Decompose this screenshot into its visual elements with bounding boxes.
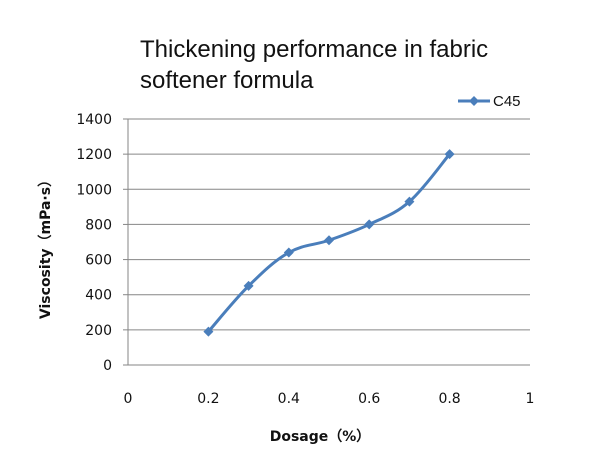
x-tick-label: 0.8 (438, 391, 460, 407)
y-tick-label: 200 (85, 323, 112, 339)
data-point-1 (243, 280, 254, 291)
data-point-3 (324, 235, 334, 246)
x-tick-label: 1 (526, 391, 535, 407)
y-tick-label: 1400 (76, 112, 112, 128)
chart-title-line-1: Thickening performance in fabric (140, 36, 488, 63)
data-point-4 (364, 219, 375, 230)
y-tick-label: 0 (103, 358, 112, 374)
y-axis-title: Viscosity（mPa·s） (38, 173, 54, 319)
plot-area: 0 200 400 600 800 1000 1200 1400 0 0.2 0.4 0.6 0.8 1 (76, 112, 534, 407)
data-point-2 (283, 247, 294, 258)
y-tick-label: 1200 (76, 147, 112, 163)
y-tick-label: 400 (85, 288, 112, 304)
x-tick-label: 0.6 (358, 391, 380, 407)
y-tick-label: 600 (85, 253, 112, 269)
y-tick-label: 800 (85, 217, 112, 233)
y-tick-label: 1000 (76, 182, 112, 198)
x-axis-title: Dosage（%） (270, 429, 371, 445)
legend-marker-swatch (469, 96, 479, 106)
data-point-6 (444, 149, 455, 160)
data-point-0 (203, 326, 214, 337)
legend-label-c45: C45 (493, 93, 521, 110)
data-point-5 (404, 196, 415, 207)
chart-title-line-2: softener formula (140, 67, 314, 94)
x-tick-label: 0 (124, 391, 133, 407)
x-tick-label: 0.4 (278, 391, 300, 407)
x-tick-label: 0.2 (197, 391, 219, 407)
legend: C45 (458, 93, 521, 110)
